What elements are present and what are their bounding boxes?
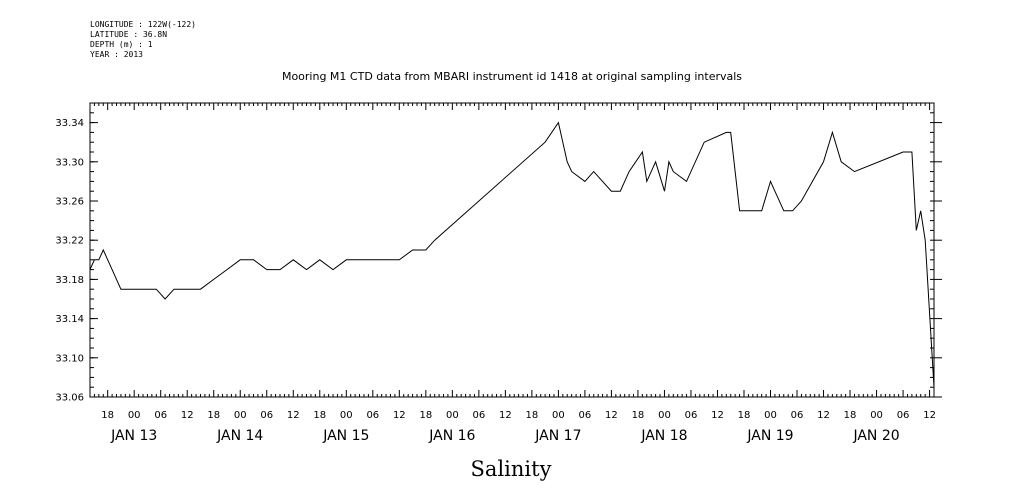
y-tick-label: 33.06 <box>55 393 84 404</box>
salinity-series-line <box>89 121 935 388</box>
day-label: JAN 17 <box>534 428 581 444</box>
day-label: JAN 15 <box>322 428 369 444</box>
x-tick-label: 00 <box>446 410 459 421</box>
x-tick-label: 00 <box>764 410 777 421</box>
x-tick-label: 12 <box>711 410 724 421</box>
x-tick-label: 12 <box>393 410 406 421</box>
x-tick-label: 12 <box>817 410 830 421</box>
x-tick-label: 06 <box>260 410 273 421</box>
x-tick-label: 00 <box>870 410 883 421</box>
x-tick-label: 00 <box>552 410 565 421</box>
x-tick-label: 00 <box>340 410 353 421</box>
x-tick-label: 18 <box>632 410 645 421</box>
y-tick-label: 33.10 <box>55 353 84 364</box>
plot-frame <box>89 102 935 398</box>
chart-title: Mooring M1 CTD data from MBARI instrumen… <box>282 70 742 83</box>
day-label: JAN 20 <box>852 428 899 444</box>
year-text: YEAR : 2013 <box>90 50 143 59</box>
longitude-text: LONGITUDE : 122W(-122) <box>90 20 196 29</box>
y-tick-label: 33.14 <box>55 314 84 325</box>
x-tick-label: 06 <box>791 410 804 421</box>
metadata-block: LONGITUDE : 122W(-122) LATITUDE : 36.8N … <box>90 20 196 60</box>
y-tick-label: 33.34 <box>55 118 84 129</box>
x-tick-label: 18 <box>738 410 751 421</box>
x-tick-label: 18 <box>419 410 432 421</box>
x-tick-label: 06 <box>366 410 379 421</box>
x-tick-label: 18 <box>207 410 220 421</box>
x-tick-label: 12 <box>923 410 936 421</box>
x-tick-label: 06 <box>685 410 698 421</box>
latitude-text: LATITUDE : 36.8N <box>90 30 168 39</box>
y-tick-label: 33.18 <box>55 275 84 286</box>
day-label: JAN 19 <box>746 428 793 444</box>
day-label: JAN 13 <box>110 428 157 444</box>
depth-text: DEPTH (m) : 1 <box>90 40 153 49</box>
x-tick-label: 18 <box>313 410 326 421</box>
y-tick-label: 33.26 <box>55 197 84 208</box>
axis-ticks <box>89 102 942 398</box>
axis-labels: 18 00 06 12 18 00 06 12 18 00 06 12 18 00 06 12 18 00 06 12… <box>55 118 936 444</box>
x-tick-label: 06 <box>154 410 167 421</box>
y-tick-label: 33.30 <box>55 157 84 168</box>
x-tick-label: 00 <box>658 410 671 421</box>
x-tick-label: 06 <box>579 410 592 421</box>
x-tick-label: 06 <box>897 410 910 421</box>
x-tick-label: 18 <box>101 410 114 421</box>
y-tick-label: 33.22 <box>55 236 84 247</box>
x-tick-label: 06 <box>472 410 485 421</box>
x-tick-label: 00 <box>234 410 247 421</box>
x-tick-label: 18 <box>526 410 539 421</box>
day-label: JAN 18 <box>640 428 687 444</box>
day-label: JAN 16 <box>428 428 475 444</box>
x-axis-title: Salinity <box>471 457 552 481</box>
x-tick-label: 12 <box>287 410 300 421</box>
x-tick-label: 18 <box>844 410 857 421</box>
data-lines <box>89 121 935 388</box>
x-tick-label: 12 <box>181 410 194 421</box>
x-tick-label: 00 <box>128 410 141 421</box>
x-tick-label: 12 <box>605 410 618 421</box>
day-label: JAN 14 <box>216 428 263 444</box>
x-tick-label: 12 <box>499 410 512 421</box>
